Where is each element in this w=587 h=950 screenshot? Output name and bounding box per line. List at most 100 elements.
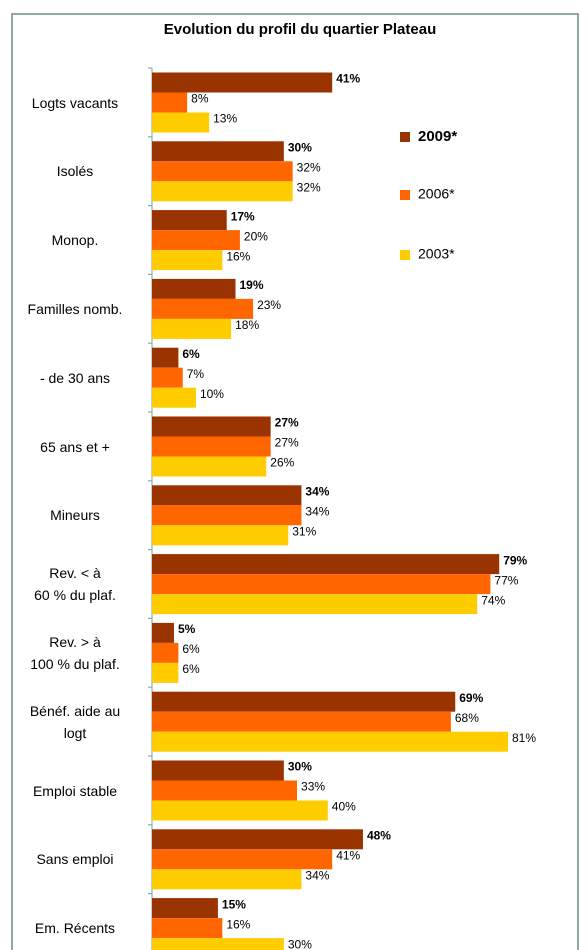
bar <box>152 181 293 202</box>
bar <box>152 574 491 595</box>
data-label: 13% <box>213 112 237 126</box>
legend-label: 2006* <box>418 186 455 202</box>
data-label: 19% <box>240 278 264 292</box>
bar <box>152 780 298 801</box>
legend-swatch <box>400 250 410 260</box>
bar <box>152 918 223 939</box>
data-label: 16% <box>226 249 250 263</box>
data-label: 26% <box>270 456 294 470</box>
data-label: 79% <box>503 553 527 567</box>
data-label: 30% <box>288 760 312 774</box>
bar <box>152 800 328 821</box>
bar <box>152 849 333 870</box>
data-label: 34% <box>305 504 329 518</box>
bar <box>152 642 179 663</box>
bar <box>152 711 451 732</box>
bar <box>152 416 271 437</box>
legend-swatch <box>400 190 410 200</box>
bar <box>152 505 302 526</box>
bar <box>152 760 284 781</box>
bar <box>152 691 456 712</box>
data-label: 74% <box>481 593 505 607</box>
data-label: 6% <box>182 642 200 656</box>
bar <box>152 554 500 575</box>
bar <box>152 250 223 271</box>
data-label: 18% <box>235 318 259 332</box>
data-label: 32% <box>297 160 321 174</box>
data-label: 32% <box>297 180 321 194</box>
bar <box>152 230 240 251</box>
data-label: 34% <box>305 484 329 498</box>
category-label: Bénéf. aide au logt <box>29 702 121 741</box>
legend-label: 2003* <box>418 246 455 262</box>
legend-label: 2009* <box>418 128 457 145</box>
data-label: 16% <box>226 917 250 931</box>
data-label: 7% <box>187 367 205 381</box>
data-label: 33% <box>301 780 325 794</box>
data-label: 5% <box>178 622 196 636</box>
bar <box>152 731 508 752</box>
data-label: 81% <box>512 731 536 745</box>
bar <box>152 161 293 182</box>
bar <box>152 298 254 319</box>
data-label: 23% <box>257 298 281 312</box>
category-label: Em. Récents <box>34 920 116 937</box>
data-label: 31% <box>292 524 316 538</box>
data-label: 6% <box>182 347 200 361</box>
data-label: 20% <box>244 229 268 243</box>
data-label: 40% <box>332 800 356 814</box>
bar <box>152 141 284 162</box>
bar <box>152 525 289 546</box>
bar <box>152 387 196 408</box>
category-label: Mineurs <box>50 507 100 524</box>
data-label: 77% <box>494 573 518 587</box>
bar <box>152 318 232 339</box>
data-label: 27% <box>275 436 299 450</box>
category-label: Emploi stable <box>32 782 118 799</box>
bar <box>152 278 236 299</box>
data-label: 17% <box>231 209 255 223</box>
category-label: 65 ans et + <box>40 438 110 455</box>
category-label: Familles nomb. <box>27 300 123 317</box>
category-label: Isolés <box>56 163 94 180</box>
data-label: 6% <box>182 662 200 676</box>
data-label: 69% <box>459 691 483 705</box>
data-label: 41% <box>336 72 360 86</box>
bar <box>152 938 284 950</box>
category-label: Logts vacants <box>31 94 119 111</box>
bar <box>152 92 188 113</box>
bar <box>152 72 333 93</box>
bar <box>152 622 174 643</box>
data-label: 27% <box>275 416 299 430</box>
bar <box>152 436 271 457</box>
data-label: 30% <box>288 140 312 154</box>
category-label: - de 30 ans <box>39 369 111 386</box>
chart-title: Evolution du profil du quartier Plateau <box>164 21 437 38</box>
bar <box>152 367 183 388</box>
bar <box>152 485 302 506</box>
category-label: Sans emploi <box>36 851 114 868</box>
bar <box>152 594 478 615</box>
bar <box>152 112 210 133</box>
bar <box>152 869 302 890</box>
bar <box>152 898 218 919</box>
data-label: 41% <box>336 848 360 862</box>
bar <box>152 456 267 477</box>
data-label: 34% <box>305 868 329 882</box>
data-label: 48% <box>367 828 391 842</box>
legend-swatch <box>400 132 410 142</box>
data-label: 30% <box>288 937 312 950</box>
category-label: Rev. < à 60 % du plaf. <box>34 565 116 604</box>
bar <box>152 662 179 683</box>
bar <box>152 829 363 850</box>
data-label: 8% <box>191 92 209 106</box>
bar <box>152 210 227 231</box>
data-label: 10% <box>200 387 224 401</box>
category-label: Rev. > à 100 % du plaf. <box>30 633 120 672</box>
bar <box>152 347 179 368</box>
category-label: Monop. <box>51 232 99 249</box>
data-label: 68% <box>455 711 479 725</box>
data-label: 15% <box>222 897 246 911</box>
